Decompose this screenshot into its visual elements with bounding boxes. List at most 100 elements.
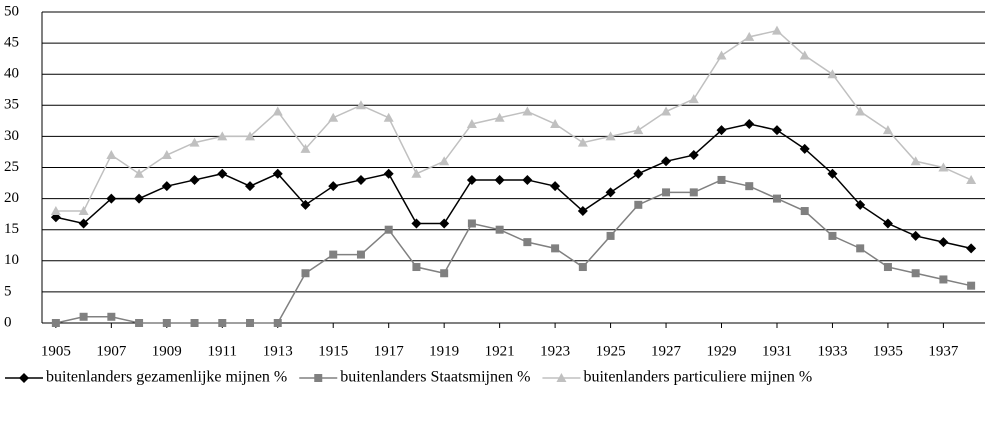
marker (19, 373, 29, 383)
marker (827, 168, 838, 179)
y-tick-label: 35 (4, 97, 19, 113)
marker (550, 118, 561, 128)
marker (467, 219, 476, 228)
marker (162, 319, 171, 327)
marker (883, 263, 892, 272)
x-tick-label: 1907 (96, 343, 127, 359)
marker (856, 244, 865, 253)
y-tick-label: 30 (4, 128, 19, 144)
marker (799, 143, 810, 154)
marker (495, 225, 504, 234)
marker (577, 206, 588, 217)
marker (771, 25, 782, 35)
y-tick-label: 5 (4, 283, 12, 299)
marker (633, 168, 644, 179)
x-tick-label: 1929 (707, 343, 737, 359)
marker (799, 50, 810, 60)
x-tick-label: 1931 (762, 343, 792, 359)
marker (50, 206, 61, 216)
marker (910, 230, 921, 241)
legend-label: buitenlanders gezamenlijke mijnen % (46, 369, 287, 386)
x-tick-label: 1925 (596, 343, 626, 359)
marker (605, 187, 616, 198)
marker (661, 156, 672, 167)
marker (300, 143, 311, 153)
y-tick-label: 25 (4, 159, 19, 175)
marker (633, 125, 644, 135)
marker (661, 106, 672, 116)
marker (78, 206, 89, 216)
marker (966, 243, 977, 254)
marker (383, 112, 394, 122)
marker (314, 374, 323, 382)
marker (828, 231, 837, 240)
marker (134, 168, 145, 178)
marker (412, 263, 421, 272)
x-tick-label: 1917 (374, 343, 405, 359)
marker (717, 175, 726, 184)
marker (494, 112, 505, 122)
marker (688, 150, 699, 161)
marker (300, 199, 311, 210)
marker (744, 31, 755, 41)
marker (882, 125, 893, 135)
marker (328, 112, 339, 122)
marker (245, 181, 256, 192)
x-tick-label: 1913 (263, 343, 293, 359)
marker (688, 94, 699, 104)
marker (716, 125, 727, 136)
marker (107, 312, 116, 321)
marker (190, 319, 199, 327)
marker (550, 181, 561, 192)
marker (135, 319, 144, 327)
marker (161, 150, 172, 160)
legend-label: buitenlanders Staatsmijnen % (340, 369, 530, 386)
marker (411, 218, 422, 229)
marker (523, 238, 532, 247)
y-tick-label: 40 (4, 66, 19, 82)
marker (938, 237, 949, 248)
x-tick-label: 1923 (540, 343, 570, 359)
marker (466, 174, 477, 185)
marker (439, 156, 450, 166)
marker (355, 174, 366, 185)
y-tick-label: 50 (4, 3, 19, 19)
legend-label: buitenlanders particuliere mijnen % (583, 369, 812, 386)
marker (217, 168, 228, 179)
marker (301, 269, 310, 278)
y-tick-label: 15 (4, 221, 19, 237)
series-line (55, 179, 972, 324)
marker (51, 319, 60, 327)
x-tick-label: 1915 (318, 343, 348, 359)
marker (605, 131, 616, 141)
marker (772, 194, 781, 203)
marker (189, 174, 200, 185)
marker (578, 263, 587, 272)
marker (272, 168, 283, 179)
marker (522, 174, 533, 185)
marker (328, 181, 339, 192)
marker (855, 199, 866, 210)
marker (556, 373, 567, 382)
x-tick-label: 1909 (152, 343, 182, 359)
marker (689, 188, 698, 197)
marker (106, 193, 117, 204)
x-tick-label: 1935 (873, 343, 903, 359)
marker (882, 218, 893, 229)
marker (411, 168, 422, 178)
marker (245, 131, 256, 141)
y-tick-label: 20 (4, 190, 19, 206)
x-tick-label: 1919 (429, 343, 459, 359)
marker (800, 207, 809, 216)
marker (771, 125, 782, 136)
marker (273, 319, 282, 327)
marker (383, 168, 394, 179)
marker (745, 182, 754, 191)
marker (606, 231, 615, 240)
marker (910, 156, 921, 166)
marker (106, 150, 117, 160)
marker (246, 319, 255, 327)
marker (744, 118, 755, 129)
marker (911, 269, 920, 278)
